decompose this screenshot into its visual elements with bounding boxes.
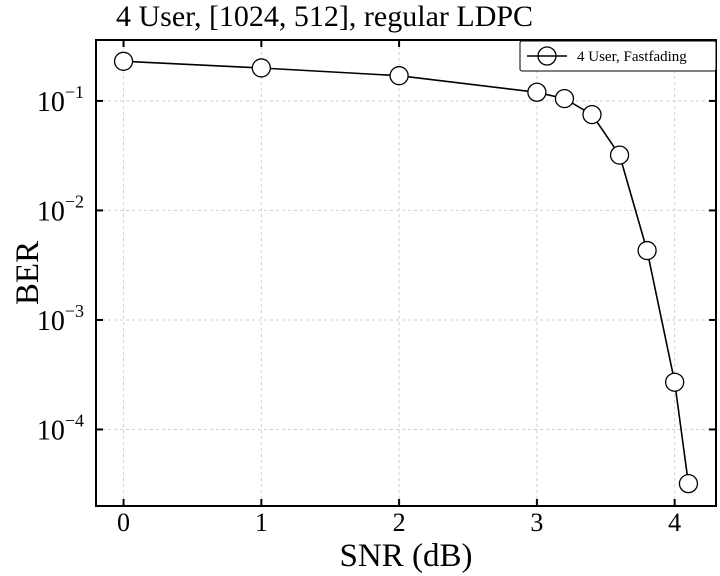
x-tick-labels: 0 1 2 3 4 [117,508,681,537]
series-line [123,60,690,484]
data-point [582,104,602,125]
series-lines [123,60,690,484]
series-markers [113,51,699,494]
grid-lines [96,40,716,506]
legend: 4 User, Fastfading [519,40,717,72]
legend-marker-sample [537,46,557,66]
axis-ticks [96,40,716,506]
data-point [554,88,575,109]
x-tick-label: 4 [668,508,681,537]
legend-box [519,40,717,72]
data-point [678,473,699,494]
data-point [637,240,657,261]
x-tick-label: 3 [530,508,543,537]
data-point [609,145,630,165]
y-axis-label: BER [10,241,46,305]
x-tick-label: 2 [393,508,406,537]
chart-title: 4 User, [1024, 512], regular LDPC [116,0,533,33]
data-point [251,58,271,78]
x-axis-label: SNR (dB) [340,538,473,574]
y-tick-label: 10−2 [37,191,84,227]
y-tick-label: 10−1 [37,82,84,118]
y-tick-label: 10−3 [37,301,84,337]
y-tick-label: 10−4 [37,410,84,446]
data-point [113,51,134,71]
data-point [665,372,685,392]
x-tick-label: 1 [255,508,268,537]
y-tick-labels: 10−1 10−2 10−3 10−4 [37,82,84,447]
x-tick-label: 0 [117,508,130,537]
data-point [389,66,409,86]
legend-entry-label: 4 User, Fastfading [577,49,687,65]
data-point [527,82,547,102]
plot-frame [95,39,717,507]
